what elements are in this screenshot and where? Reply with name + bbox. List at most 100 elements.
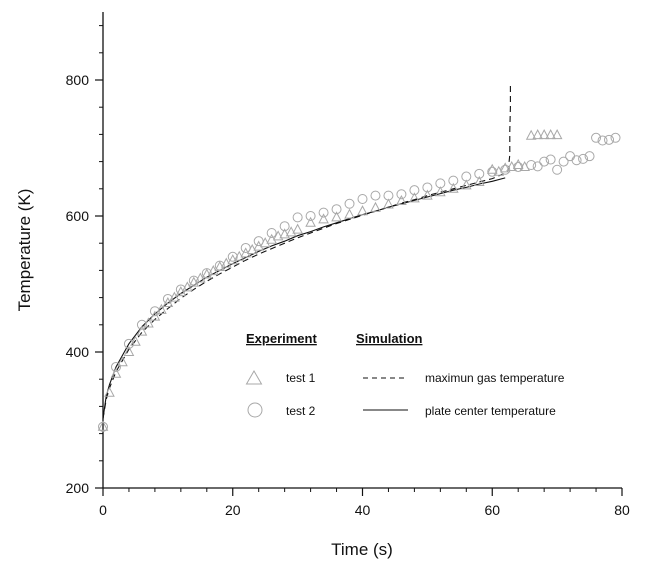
point-test-1 bbox=[130, 335, 141, 346]
point-test-1 bbox=[499, 162, 511, 173]
y-axis-label: Temperature (K) bbox=[15, 189, 34, 312]
point-test-1 bbox=[117, 356, 128, 367]
point-test-1 bbox=[305, 216, 316, 227]
x-axis-label: Time (s) bbox=[331, 540, 393, 559]
point-test-1 bbox=[136, 325, 148, 336]
plot-area bbox=[97, 83, 621, 432]
point-test-2 bbox=[597, 135, 608, 146]
point-test-2 bbox=[292, 212, 303, 223]
point-test-2 bbox=[422, 182, 433, 193]
x-tick-label: 20 bbox=[225, 502, 241, 518]
point-test-1 bbox=[149, 310, 161, 321]
point-test-1 bbox=[551, 129, 563, 140]
point-test-2 bbox=[545, 154, 556, 165]
point-test-2 bbox=[539, 156, 550, 167]
y-ticks: 200 400 600 800 bbox=[66, 72, 103, 496]
series-line-plate-temperature bbox=[102, 177, 506, 419]
x-tick-label: 60 bbox=[484, 502, 500, 518]
legend-label-test-2: test 2 bbox=[286, 404, 316, 418]
point-test-2 bbox=[331, 204, 342, 215]
point-test-2 bbox=[227, 251, 238, 262]
point-test-1 bbox=[292, 223, 303, 234]
point-test-2 bbox=[123, 338, 134, 349]
legend-header-experiment: Experiment bbox=[246, 331, 317, 346]
point-test-1 bbox=[318, 213, 329, 224]
point-test-2 bbox=[584, 151, 595, 162]
point-test-2 bbox=[214, 260, 225, 271]
point-test-1 bbox=[370, 201, 381, 212]
y-tick-label: 200 bbox=[66, 480, 90, 496]
point-test-2 bbox=[461, 171, 472, 182]
point-test-2 bbox=[448, 175, 459, 186]
point-test-1 bbox=[383, 198, 394, 209]
point-test-2 bbox=[266, 228, 277, 238]
point-test-2 bbox=[513, 162, 524, 173]
point-test-2 bbox=[552, 164, 563, 175]
point-test-2 bbox=[558, 156, 569, 167]
minor-ticks bbox=[99, 25, 597, 492]
point-test-2 bbox=[610, 132, 621, 143]
point-test-1 bbox=[460, 179, 472, 190]
point-test-2 bbox=[383, 190, 394, 201]
point-test-2 bbox=[487, 166, 498, 177]
y-tick-label: 600 bbox=[66, 208, 90, 224]
point-test-2 bbox=[344, 198, 355, 209]
point-test-1 bbox=[279, 228, 290, 239]
point-test-2 bbox=[396, 189, 407, 200]
point-test-1 bbox=[422, 189, 433, 200]
point-test-1 bbox=[259, 237, 271, 248]
legend-label-gas-temperature: maximun gas temperature bbox=[425, 371, 565, 385]
point-test-2 bbox=[532, 161, 543, 172]
point-test-1 bbox=[538, 129, 550, 140]
point-test-1 bbox=[246, 243, 258, 254]
y-tick-label: 400 bbox=[66, 344, 90, 360]
point-test-1 bbox=[532, 129, 543, 140]
point-test-1 bbox=[175, 286, 187, 297]
point-test-1 bbox=[331, 211, 342, 222]
point-test-2 bbox=[240, 242, 251, 253]
point-test-2 bbox=[604, 134, 615, 145]
point-test-2 bbox=[279, 221, 290, 232]
point-test-2 bbox=[370, 190, 381, 201]
point-test-1 bbox=[447, 182, 459, 193]
x-ticks: 0 20 40 60 80 bbox=[99, 488, 630, 518]
point-test-2 bbox=[318, 207, 329, 218]
point-test-2 bbox=[409, 185, 420, 196]
legend: Experiment Simulation test 1 test 2 maxi… bbox=[245, 331, 565, 418]
point-test-1 bbox=[486, 163, 498, 174]
point-test-2 bbox=[98, 421, 108, 432]
point-test-1 bbox=[344, 208, 355, 219]
legend-marker-circle bbox=[247, 402, 263, 418]
point-test-2 bbox=[591, 132, 602, 143]
point-test-1 bbox=[104, 386, 115, 397]
point-test-1 bbox=[545, 129, 556, 140]
point-test-1 bbox=[473, 175, 485, 186]
point-test-2 bbox=[201, 268, 212, 279]
legend-header-simulation: Simulation bbox=[356, 331, 423, 346]
point-test-2 bbox=[188, 275, 199, 286]
point-test-1 bbox=[97, 420, 109, 431]
legend-label-plate-temperature: plate center temperature bbox=[425, 404, 556, 418]
point-test-2 bbox=[526, 160, 537, 170]
y-tick-label: 800 bbox=[66, 72, 90, 88]
point-test-1 bbox=[123, 345, 135, 356]
point-test-1 bbox=[435, 186, 446, 197]
point-test-1 bbox=[162, 296, 174, 308]
point-test-2 bbox=[435, 178, 446, 189]
point-test-2 bbox=[149, 306, 160, 317]
x-tick-label: 0 bbox=[99, 502, 107, 518]
point-test-2 bbox=[357, 194, 368, 204]
legend-marker-triangle bbox=[245, 369, 263, 385]
x-tick-label: 80 bbox=[614, 502, 630, 518]
point-test-1 bbox=[525, 129, 537, 140]
point-test-2 bbox=[500, 164, 511, 175]
point-test-1 bbox=[396, 194, 407, 206]
point-test-2 bbox=[474, 168, 485, 179]
point-test-2 bbox=[162, 293, 173, 304]
point-test-1 bbox=[357, 205, 368, 216]
point-test-2 bbox=[571, 155, 582, 166]
point-test-1 bbox=[110, 367, 122, 378]
x-tick-label: 40 bbox=[355, 502, 371, 518]
point-test-2 bbox=[110, 361, 121, 372]
